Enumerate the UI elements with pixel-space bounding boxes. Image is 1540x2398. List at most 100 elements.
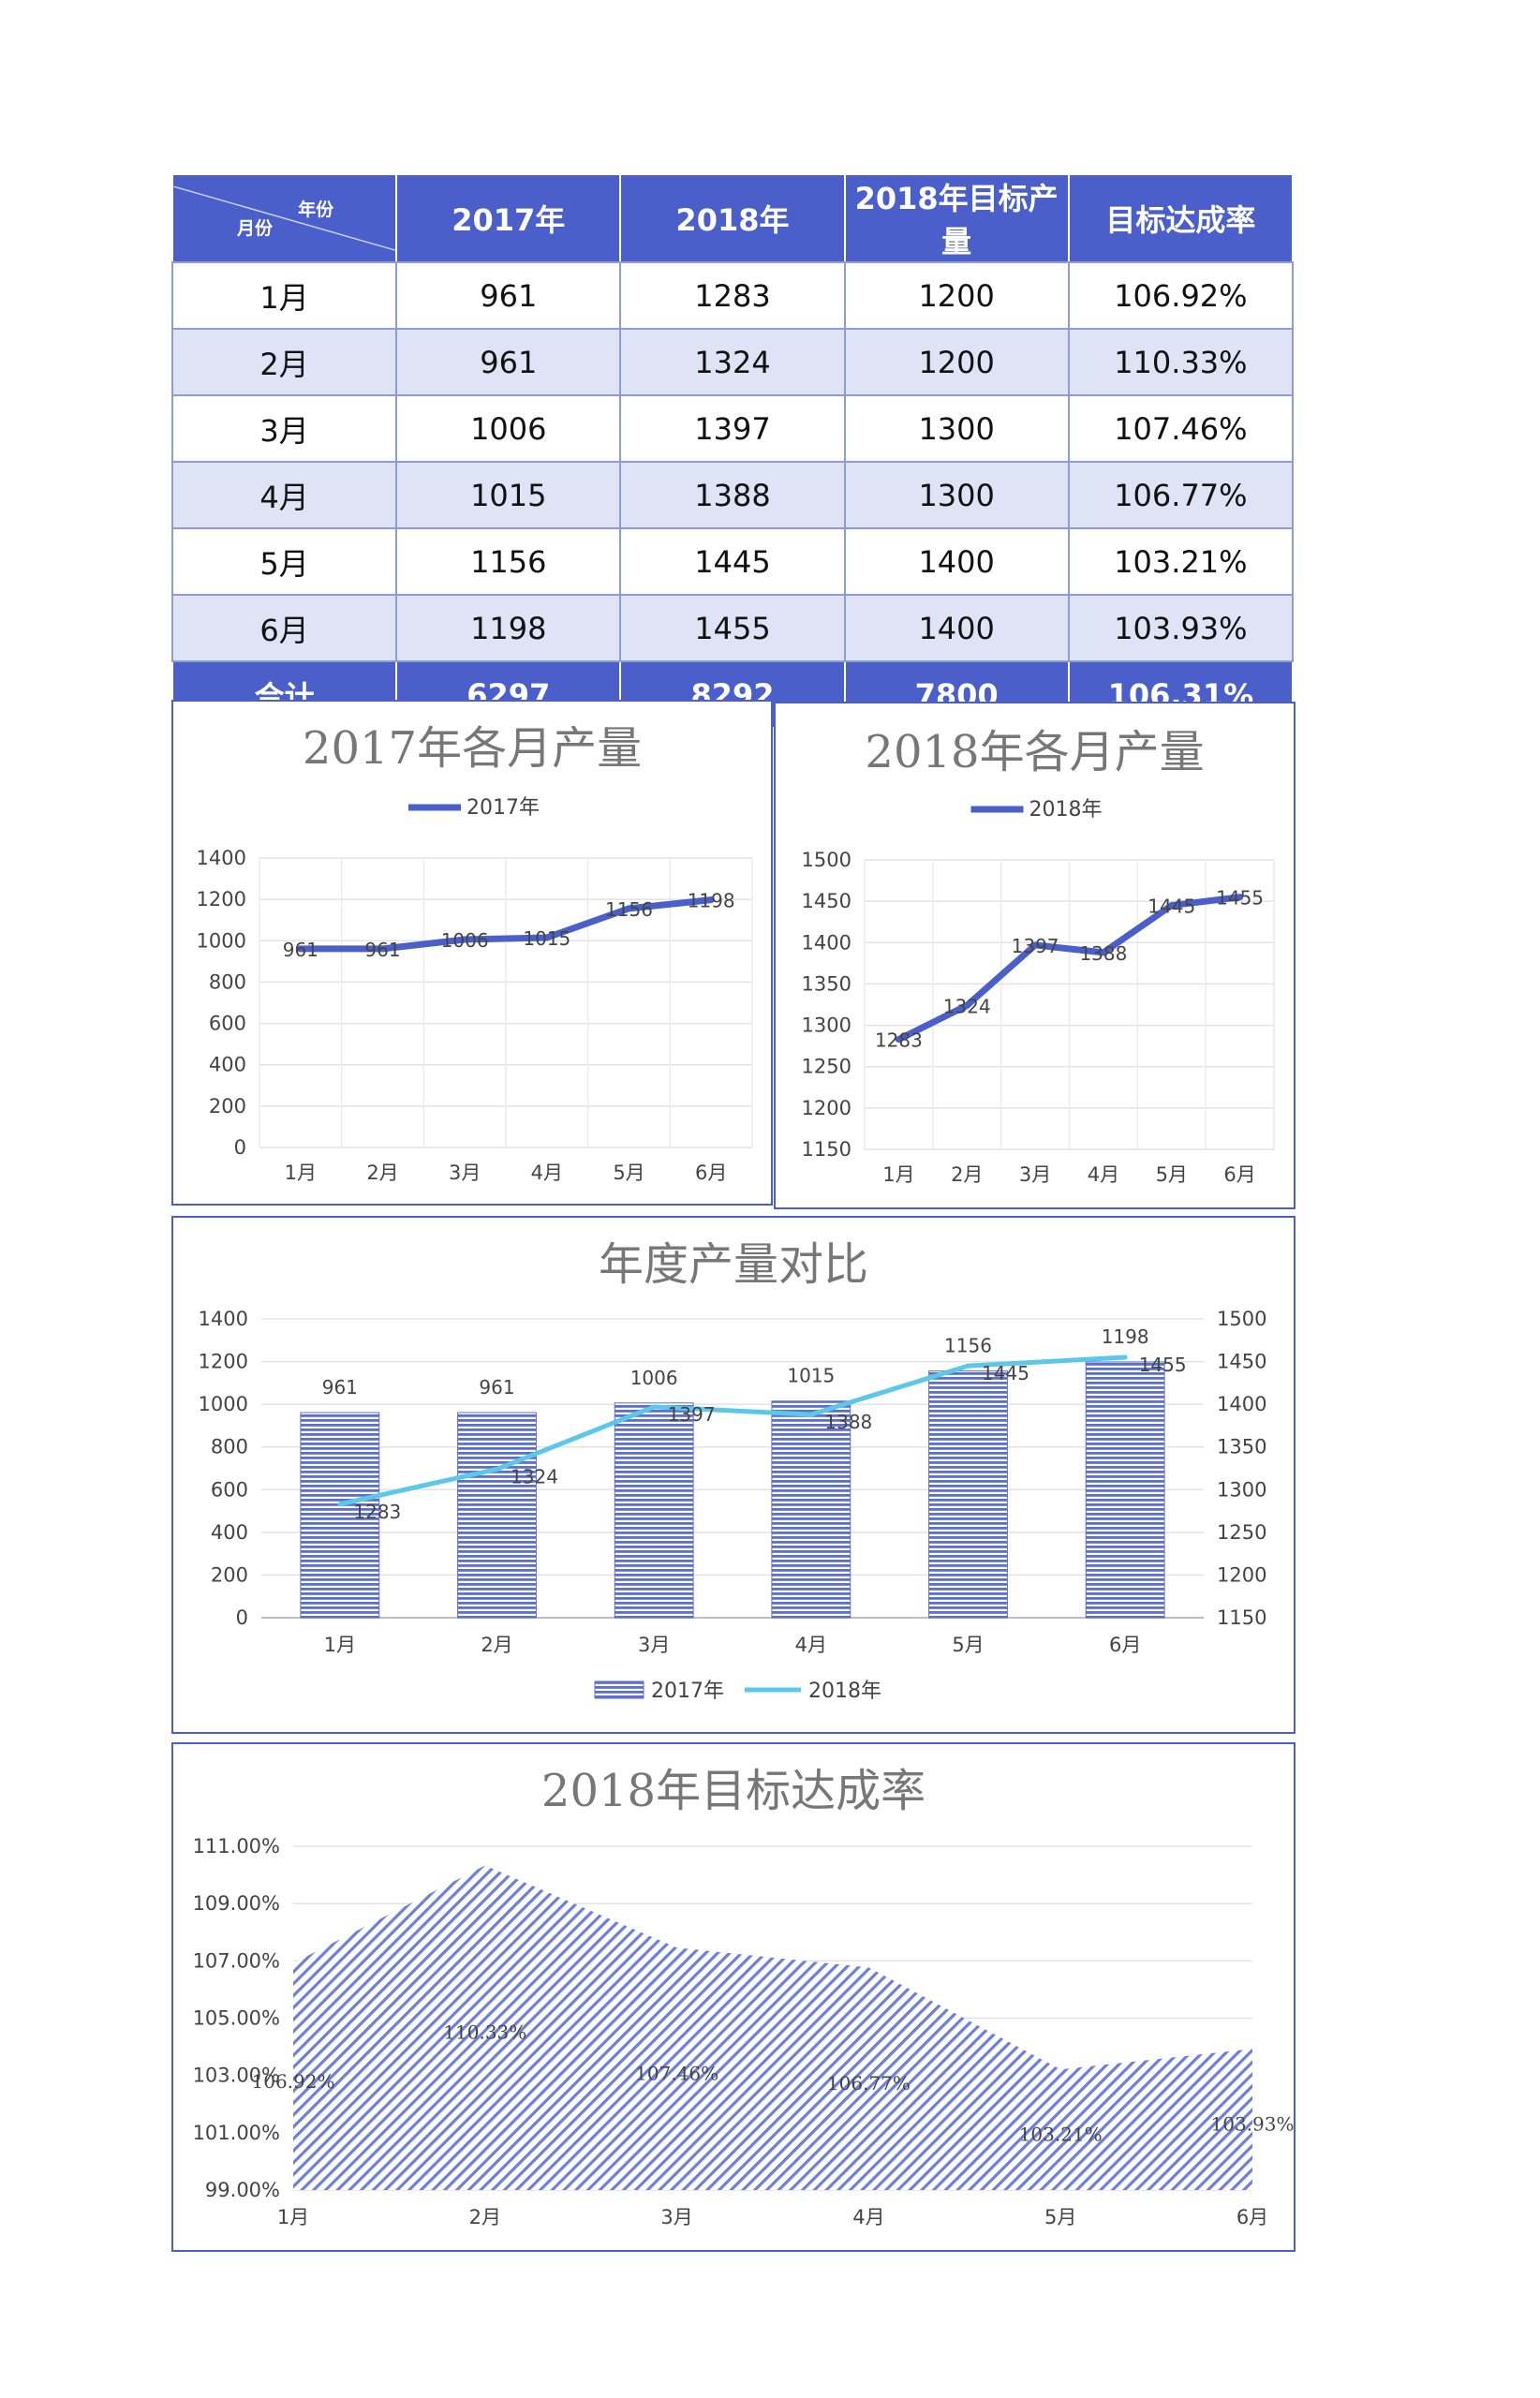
y2-tick-label: 1150 <box>1217 1606 1266 1629</box>
y-tick-label: 1400 <box>199 1308 248 1330</box>
y-tick-label: 0 <box>236 1606 248 1629</box>
data-label: 1324 <box>943 995 991 1017</box>
y-tick-label: 1450 <box>802 890 851 912</box>
y-tick-label: 800 <box>209 970 246 993</box>
y-tick-label: 107.00% <box>193 1949 280 1972</box>
target-cell: 1200 <box>843 261 1070 330</box>
x-tick-label: 6月 <box>695 1162 727 1184</box>
data-point <box>1168 902 1176 910</box>
x-tick-label: 3月 <box>660 2206 692 2228</box>
data-label: 1388 <box>1079 942 1127 965</box>
x-tick-label: 5月 <box>952 1634 984 1656</box>
line-data-label: 1397 <box>668 1403 716 1426</box>
month-cell: 4月 <box>170 461 398 529</box>
x-tick-label: 1月 <box>285 1162 317 1184</box>
y2-tick-label: 1250 <box>1217 1521 1266 1544</box>
area-data-label: 103.21% <box>1019 2124 1103 2146</box>
month-cell: 3月 <box>170 394 398 463</box>
legend-label: 2018年 <box>1029 798 1103 822</box>
value-2017-cell: 1006 <box>395 394 622 463</box>
data-point <box>895 1036 902 1044</box>
rate-cell: 106.92% <box>1067 261 1295 330</box>
value-2018-cell: 1397 <box>619 394 846 463</box>
y-tick-label: 0 <box>234 1136 246 1159</box>
y-tick-label: 1200 <box>802 1097 851 1119</box>
rate-cell: 103.93% <box>1067 594 1295 662</box>
legend-label: 2017年 <box>466 796 540 820</box>
value-2017-cell: 961 <box>395 261 622 330</box>
data-label: 1156 <box>605 898 653 921</box>
data-point <box>379 945 386 953</box>
x-tick-label: 1月 <box>882 1163 914 1186</box>
y-tick-label: 400 <box>211 1521 248 1544</box>
y-tick-label: 800 <box>211 1436 248 1458</box>
y-tick-label: 101.00% <box>193 2122 280 2144</box>
target-cell: 1300 <box>843 461 1070 529</box>
bar-data-label: 1006 <box>630 1367 678 1389</box>
table-row: 5月 1156 1445 1400 103.21% <box>170 527 1295 596</box>
y-tick-label: 109.00% <box>193 1892 280 1915</box>
line-data-label: 1388 <box>824 1411 872 1433</box>
series-line <box>297 896 715 953</box>
chart-2017-svg: 2017年各月产量 2017年 0 200 400 600 800 1000 1200 1400 1… <box>197 722 753 1184</box>
y-tick-label: 1200 <box>199 1351 248 1373</box>
line-data-label: 1445 <box>982 1362 1029 1384</box>
chart-rate-panel: 2018年目标达成率 99.00% 101.00% 103.00% 105.00% 107… <box>171 1742 1296 2252</box>
x-tick-label: 5月 <box>613 1162 644 1184</box>
data-label: 1006 <box>441 929 489 952</box>
y-tick-label: 600 <box>211 1478 248 1501</box>
table-row: 4月 1015 1388 1300 106.77% <box>170 461 1295 529</box>
y-tick-label: 600 <box>209 1013 246 1035</box>
bar-data-label: 961 <box>479 1376 514 1399</box>
data-label: 1455 <box>1216 887 1264 910</box>
data-point <box>1031 941 1039 949</box>
y-tick-label: 1400 <box>197 847 246 869</box>
data-label: 1283 <box>875 1029 923 1052</box>
chart-title: 2017年各月产量 <box>303 722 642 775</box>
y-tick-label: 1350 <box>802 972 851 995</box>
table-row: 2月 961 1324 1200 110.33% <box>170 328 1295 396</box>
y-tick-label: 1250 <box>802 1056 851 1078</box>
area-data-label: 103.93% <box>1211 2113 1294 2136</box>
target-cell: 1400 <box>843 527 1070 596</box>
x-tick-label: 2月 <box>366 1162 398 1184</box>
value-2018-cell: 1283 <box>619 261 846 330</box>
table-row: 6月 1198 1455 1400 103.93% <box>170 594 1295 662</box>
rate-cell: 107.46% <box>1067 394 1295 463</box>
x-tick-label: 2月 <box>951 1163 983 1186</box>
corner-year-label: 年份 <box>298 199 334 220</box>
data-label: 961 <box>364 939 400 961</box>
y-tick-label: 105.00% <box>193 2007 280 2030</box>
y-tick-label: 200 <box>211 1563 248 1586</box>
x-tick-label: 3月 <box>449 1162 481 1184</box>
bar-2017 <box>928 1370 1008 1619</box>
data-point <box>707 896 715 904</box>
production-table: 年份 月份 2017年 2018年 2018年目标产量 目标达成率 1月 961… <box>170 173 1295 729</box>
data-point <box>461 936 468 943</box>
table-row: 1月 961 1283 1200 106.92% <box>170 261 1295 330</box>
y-tick-label: 99.00% <box>205 2179 280 2201</box>
diagonal-divider <box>173 185 396 251</box>
y-tick-label: 1300 <box>802 1014 851 1037</box>
rate-area <box>293 1865 1252 2190</box>
y2-tick-label: 1300 <box>1217 1478 1266 1501</box>
rate-cell: 110.33% <box>1067 328 1295 396</box>
value-2017-cell: 1156 <box>395 527 622 596</box>
y-tick-label: 1200 <box>197 888 246 910</box>
data-point <box>543 934 551 941</box>
x-tick-label: 4月 <box>531 1162 563 1184</box>
data-label: 1015 <box>523 927 570 950</box>
data-point <box>297 945 304 953</box>
bar-2017 <box>614 1402 694 1619</box>
bar-data-label: 1198 <box>1102 1325 1149 1348</box>
data-point <box>1236 894 1244 901</box>
chart-2017-panel: 2017年各月产量 2017年 0 200 400 600 800 1000 1200 1400 1… <box>171 700 773 1206</box>
value-2018-cell: 1455 <box>619 594 846 662</box>
month-cell: 1月 <box>170 261 398 330</box>
x-tick-label: 4月 <box>1088 1163 1119 1186</box>
month-cell: 5月 <box>170 527 398 596</box>
header-rate: 目标达成率 <box>1067 173 1295 263</box>
legend-label-bar: 2017年 <box>651 1680 724 1703</box>
x-tick-label: 6月 <box>1236 2206 1268 2228</box>
bar-2017 <box>771 1400 851 1619</box>
